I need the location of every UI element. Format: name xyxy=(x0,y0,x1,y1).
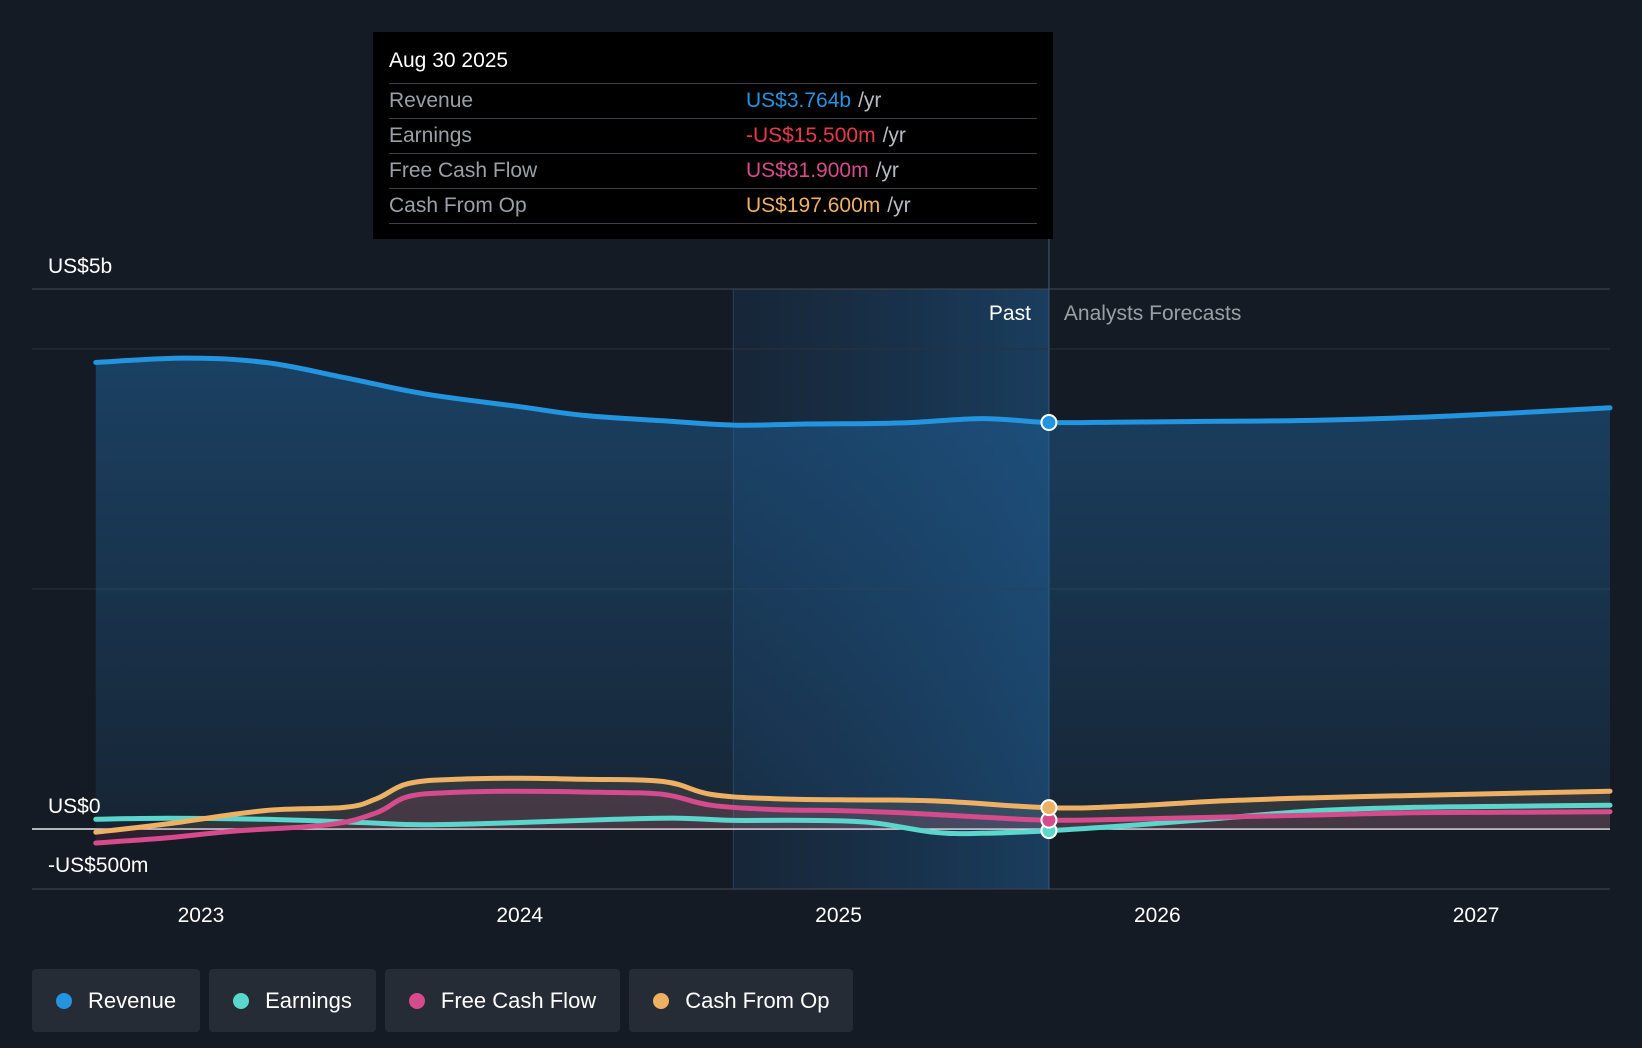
tooltip-label: Revenue xyxy=(389,89,474,112)
tooltip-label: Cash From Op xyxy=(389,194,527,217)
legend-dot-icon xyxy=(56,992,72,1009)
tooltip-value: US$3.764b xyxy=(746,89,852,112)
earnings-line xyxy=(93,802,1613,837)
legend-dot-icon xyxy=(233,992,250,1009)
cash-from-op-line xyxy=(93,775,1613,835)
y-tick-label-zero: US$0 xyxy=(48,795,101,818)
tooltip-row-cash-from-op: Cash From Op US$197.600m /yr xyxy=(389,188,1037,224)
y-tick-label-top: US$5b xyxy=(48,255,112,278)
legend-dot-icon xyxy=(653,992,670,1009)
x-tick-label: 2023 xyxy=(178,904,225,927)
revenue-area xyxy=(95,358,1610,829)
x-tick-label: 2026 xyxy=(1134,904,1181,927)
legend-label: Earnings xyxy=(265,987,352,1013)
tooltip-value: US$81.900m xyxy=(746,159,869,182)
legend-label: Cash From Op xyxy=(685,987,830,1013)
chart-legend: Revenue Earnings Free Cash Flow Cash Fro… xyxy=(32,969,854,1032)
legend-item-revenue[interactable]: Revenue xyxy=(32,969,201,1032)
tooltip-unit: /yr xyxy=(858,89,882,112)
data-tooltip: Aug 30 2025 Revenue US$3.764b /yr Earnin… xyxy=(373,32,1053,239)
tooltip-date: Aug 30 2025 xyxy=(389,49,509,72)
tooltip-unit: /yr xyxy=(887,194,911,217)
x-tick-label: 2024 xyxy=(496,904,543,927)
legend-item-free-cash-flow[interactable]: Free Cash Flow xyxy=(384,969,621,1032)
past-label: Past xyxy=(989,302,1031,325)
legend-item-cash-from-op[interactable]: Cash From Op xyxy=(629,969,854,1032)
tooltip-unit: /yr xyxy=(882,124,906,147)
legend-item-earnings[interactable]: Earnings xyxy=(209,969,376,1032)
tooltip-row-earnings: Earnings -US$15.500m /yr xyxy=(389,118,1037,153)
legend-label: Free Cash Flow xyxy=(440,987,597,1013)
tooltip-value: US$197.600m xyxy=(746,194,881,217)
legend-dot-icon xyxy=(408,992,425,1009)
legend-label: Revenue xyxy=(88,987,177,1013)
cash-from-op-marker xyxy=(1040,799,1058,817)
tooltip-value: -US$15.500m xyxy=(746,124,876,147)
tooltip-row-revenue: Revenue US$3.764b /yr xyxy=(389,83,1037,118)
tooltip-row-free-cash-flow: Free Cash Flow US$81.900m /yr xyxy=(389,153,1037,188)
tooltip-unit: /yr xyxy=(875,159,899,182)
free-cash-flow-area xyxy=(95,791,1610,843)
revenue-marker xyxy=(1040,413,1058,431)
x-tick-label: 2027 xyxy=(1453,904,1500,927)
y-tick-label-bottom: -US$500m xyxy=(48,854,148,877)
forecast-label: Analysts Forecasts xyxy=(1064,302,1241,325)
tooltip-label: Earnings xyxy=(389,124,472,147)
free-cash-flow-line xyxy=(93,788,1613,846)
tooltip-label: Free Cash Flow xyxy=(389,159,538,182)
revenue-line xyxy=(93,355,1613,428)
x-tick-label: 2025 xyxy=(815,904,862,927)
